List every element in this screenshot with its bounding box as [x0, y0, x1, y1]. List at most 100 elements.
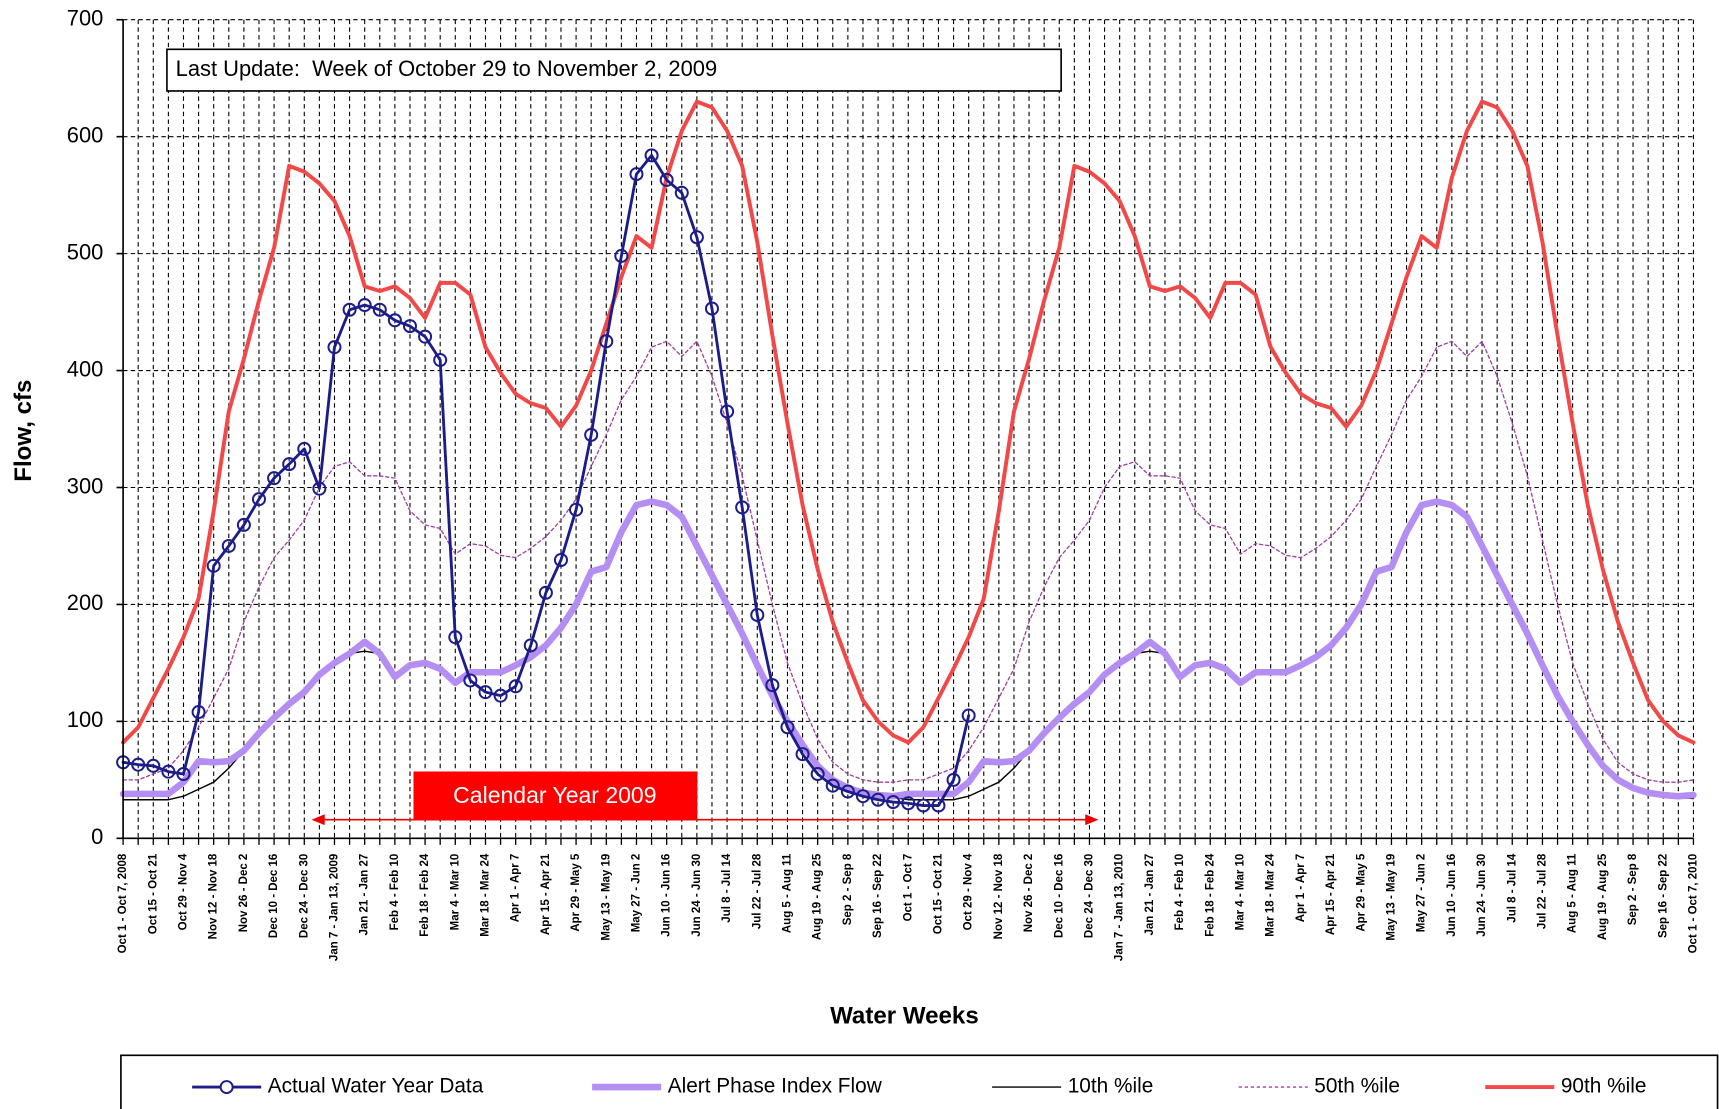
- data-point: [221, 538, 236, 553]
- x-tick-label: Dec 10 - Dec 16: [1053, 854, 1065, 938]
- data-point: [810, 766, 825, 782]
- data-point: [720, 404, 735, 419]
- x-tick-label: Jun 10 - Jun 16: [1446, 854, 1458, 937]
- x-tick-label: Jul 8 - Jul 14: [1506, 853, 1518, 923]
- x-tick-label: Jun 24 - Jun 30: [1476, 854, 1488, 937]
- data-point: [840, 784, 855, 799]
- data-point: [855, 789, 870, 804]
- grid: [123, 19, 1694, 839]
- data-point: [161, 764, 176, 779]
- arrow-head-right: [1085, 814, 1099, 826]
- x-tick-label: Aug 5 - Aug 11: [1567, 853, 1579, 933]
- x-tick-label: Sep 2 - Sep 8: [1627, 853, 1639, 925]
- data-point: [342, 302, 357, 317]
- data-point: [704, 301, 719, 316]
- x-tick-label: Jul 8 - Jul 14: [721, 853, 733, 923]
- data-point: [478, 685, 493, 700]
- y-tick-label: 700: [67, 6, 104, 31]
- x-tick-label: Jul 22 - Jul 28: [1536, 853, 1548, 929]
- data-point: [236, 517, 251, 532]
- legend-label: 10th %ile: [1068, 1075, 1154, 1098]
- x-axis-title: Water Weeks: [830, 1002, 979, 1029]
- y-tick-label: 500: [67, 239, 104, 264]
- y-axis-title: Flow, cfs: [10, 380, 37, 482]
- data-point: [674, 185, 689, 200]
- legend: Actual Water Year Data Alert Phase Index …: [120, 1054, 1719, 1109]
- x-tick-label: Mar 4 - Mar 10: [1234, 854, 1246, 931]
- data-point: [659, 172, 674, 187]
- data-point: [750, 607, 765, 622]
- x-tick-label: Nov 26 - Dec 2: [1023, 854, 1035, 933]
- data-point: [327, 340, 342, 355]
- data-point: [267, 471, 282, 486]
- x-tick-label: Mar 18 - Mar 24: [480, 853, 492, 937]
- x-tick-label: May 13 - May 19: [600, 854, 612, 941]
- x-tick-label: Jun 10 - Jun 16: [661, 854, 673, 937]
- series-line: [119, 498, 1697, 800]
- data-point: [418, 329, 433, 344]
- x-tick-label: Jan 21 - Jan 27: [1144, 854, 1156, 936]
- x-tick-label: Apr 15 - Apr 21: [540, 853, 552, 935]
- x-tick-label: Feb 18 - Feb 24: [419, 853, 431, 937]
- x-tick-label: Oct 1 - Oct 7: [902, 854, 914, 922]
- data-point: [961, 708, 976, 723]
- x-tick-label: Nov 12 - Nov 18: [208, 853, 220, 939]
- x-tick-label: Jul 22 - Jul 28: [751, 853, 763, 929]
- legend-label: Alert Phase Index Flow: [668, 1075, 883, 1098]
- x-tick-label: Dec 10 - Dec 16: [268, 854, 280, 938]
- data-point: [644, 148, 659, 163]
- data-point: [448, 630, 463, 645]
- calendar-label: Calendar Year 2009: [453, 782, 656, 808]
- y-tick-label: 0: [91, 824, 103, 849]
- x-tick-label: Oct 15 - Oct 21: [147, 853, 159, 934]
- data-point: [689, 230, 704, 245]
- x-tick-label: Jan 7 - Jan 13, 2010: [1114, 854, 1126, 961]
- x-tick-label: Jan 7 - Jan 13, 2009: [329, 854, 341, 961]
- x-tick-label: Jun 24 - Jun 30: [691, 854, 703, 937]
- data-point: [765, 678, 780, 693]
- data-point: [569, 502, 584, 517]
- x-tick-label: Feb 18 - Feb 24: [1204, 853, 1216, 937]
- legend-marker: [219, 1080, 234, 1095]
- data-point: [780, 720, 795, 735]
- data-point: [508, 679, 523, 694]
- arrow-head-left: [311, 814, 325, 826]
- tick-layer: 0 100 200 300 400 500 600 700 Oct 1 - Oct 7, 200…: [67, 6, 1700, 962]
- x-tick-label: Mar 18 - Mar 24: [1265, 853, 1277, 937]
- x-tick-label: Nov 26 - Dec 2: [238, 854, 250, 933]
- x-tick-label: Apr 29 - May 5: [570, 853, 582, 932]
- series-layer: [116, 99, 1697, 813]
- data-point: [131, 757, 146, 772]
- data-point: [282, 457, 297, 472]
- x-tick-label: Sep 16 - Sep 22: [1657, 854, 1669, 938]
- x-tick-label: Aug 19 - Aug 25: [812, 853, 824, 940]
- data-point: [584, 427, 599, 442]
- update-box: [166, 48, 1062, 92]
- calendar-box: [413, 771, 698, 820]
- y-tick-label: 200: [67, 590, 104, 615]
- data-point: [146, 758, 161, 773]
- data-point: [463, 673, 478, 688]
- legend-label: 50th %ile: [1314, 1075, 1400, 1098]
- y-tick-label: 600: [67, 122, 104, 147]
- data-point: [553, 552, 568, 568]
- legend-label: 90th %ile: [1561, 1075, 1647, 1098]
- data-point: [871, 792, 886, 807]
- x-tick-label: Oct 15 - Oct 21: [932, 853, 944, 934]
- data-point: [825, 778, 840, 793]
- x-tick-label: Oct 29 - Nov 4: [178, 853, 190, 930]
- x-tick-label: Apr 15 - Apr 21: [1325, 853, 1337, 935]
- data-point: [251, 492, 266, 507]
- y-tick-label: 300: [67, 473, 104, 498]
- x-tick-label: Sep 16 - Sep 22: [872, 854, 884, 938]
- y-tick-label: 400: [67, 356, 104, 381]
- data-point: [206, 558, 221, 573]
- data-point: [191, 705, 206, 720]
- data-point: [297, 441, 312, 456]
- x-tick-label: Mar 4 - Mar 10: [449, 854, 461, 931]
- data-point: [176, 766, 191, 782]
- x-tick-label: Aug 5 - Aug 11: [782, 853, 794, 933]
- x-tick-label: Aug 19 - Aug 25: [1597, 853, 1609, 940]
